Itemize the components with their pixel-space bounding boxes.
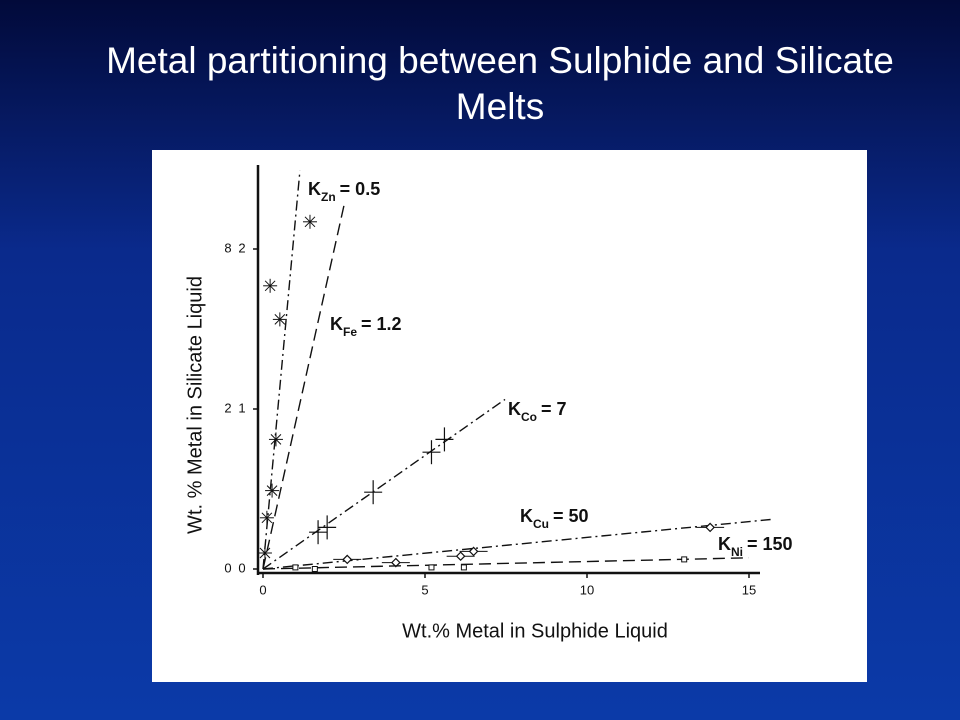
data-point <box>460 564 467 571</box>
data-point <box>318 515 337 540</box>
data-point <box>428 564 435 571</box>
chart-background <box>152 150 867 682</box>
marker-shape <box>460 564 467 571</box>
series-value: = 1.2 <box>361 314 402 334</box>
fit-line <box>262 170 301 570</box>
series-symbol: K <box>520 506 533 526</box>
x-axis-label: Wt.% Metal in Sulphide Liquid <box>402 620 668 642</box>
x-tick-label: 5 <box>421 582 428 597</box>
data-point <box>268 432 283 447</box>
data-point <box>309 520 328 545</box>
marker-stroke <box>274 314 286 325</box>
series-symbol: K <box>330 314 343 334</box>
marker-shape <box>455 551 466 562</box>
data-point <box>302 214 317 229</box>
series-value: = 50 <box>553 506 589 526</box>
fit-line <box>262 200 346 570</box>
chart: Wt.% Metal in Sulphide Liquid Wt. % Meta… <box>152 150 867 682</box>
series-label: KFe = 1.2 <box>330 314 402 339</box>
marker-shape <box>705 522 715 533</box>
marker-shape <box>311 566 318 572</box>
x-tick-label: 15 <box>742 582 756 597</box>
marker-shape <box>681 556 688 563</box>
y2-tick-label: 8 <box>224 240 231 255</box>
data-point <box>333 554 362 565</box>
data-point <box>263 278 278 293</box>
y2-tick-label: 2 <box>224 400 231 415</box>
series-symbol: K <box>308 179 321 199</box>
series-symbol: K <box>508 399 521 419</box>
marker-stroke <box>261 512 273 524</box>
data-point <box>681 556 688 563</box>
y-axis-label: Wt. % Metal in Silicate Liquid <box>184 276 206 534</box>
series-label: KZn = 0.5 <box>308 179 380 204</box>
series-symbol: K <box>718 534 731 554</box>
y2-tick-label: 0 <box>224 560 231 575</box>
marker-stroke <box>259 547 271 559</box>
data-point <box>446 551 475 562</box>
data-point <box>364 480 383 505</box>
series-subscript: Zn <box>321 190 336 204</box>
marker-stroke <box>304 216 316 228</box>
x-tick-label: 10 <box>580 582 594 597</box>
series-label: KCo = 7 <box>508 399 567 424</box>
series-subscript: Co <box>521 410 537 424</box>
data-point <box>381 557 410 568</box>
y-tick-label: 0 <box>238 560 245 575</box>
x-tick-label: 0 <box>259 582 266 597</box>
data-point <box>435 427 454 452</box>
data-point <box>265 483 280 498</box>
series-subscript: Ni <box>731 545 743 559</box>
marker-stroke <box>266 485 278 496</box>
marker-shape <box>468 546 479 557</box>
data-point <box>257 546 272 560</box>
marker-shape <box>292 564 299 571</box>
data-point <box>459 546 488 557</box>
data-point <box>292 564 299 571</box>
data-point <box>696 522 725 533</box>
series-value: = 150 <box>747 534 793 554</box>
marker-stroke <box>270 434 282 445</box>
marker-shape <box>428 564 435 571</box>
series-subscript: Fe <box>343 325 357 339</box>
series-value: = 7 <box>541 399 567 419</box>
data-point <box>311 566 318 572</box>
series-subscript: Cu <box>533 517 549 531</box>
y-tick-label: 1 <box>238 400 245 415</box>
y-tick-label: 2 <box>238 240 245 255</box>
series-label: KCu = 50 <box>520 506 589 531</box>
slide-title: Metal partitioning between Sulphide and … <box>106 40 894 127</box>
series-value: = 0.5 <box>340 179 381 199</box>
series-label: KNi = 150 <box>718 534 793 559</box>
marker-stroke <box>264 280 276 292</box>
marker-shape <box>342 554 353 565</box>
data-point <box>259 510 274 525</box>
data-point <box>272 312 287 327</box>
fit-line <box>262 557 750 570</box>
fit-line <box>262 398 506 570</box>
data-point <box>422 440 441 465</box>
